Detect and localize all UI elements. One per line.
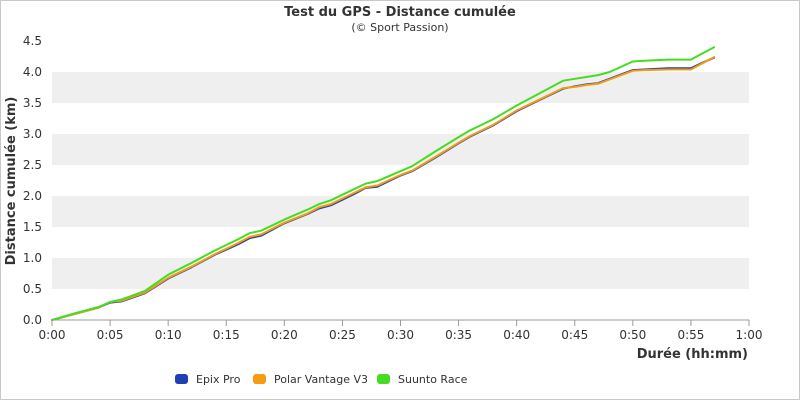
x-tick-label: 0:00 [39, 328, 66, 342]
x-tick-label: 0:25 [329, 328, 356, 342]
x-tick-label: 0:40 [503, 328, 530, 342]
y-tick-label: 0.0 [23, 313, 42, 327]
x-tick-label: 0:45 [561, 328, 588, 342]
x-tick-label: 0:20 [271, 328, 298, 342]
x-tick-label: 0:15 [213, 328, 240, 342]
legend-label: Epix Pro [196, 373, 241, 386]
legend-label: Polar Vantage V3 [274, 373, 368, 386]
x-tick-label: 1:00 [736, 328, 763, 342]
y-tick-label: 1.5 [23, 220, 42, 234]
chart-title: Test du GPS - Distance cumulée [284, 5, 516, 20]
y-axis-ticks: 0.0 0.5 1.0 1.5 2.0 2.5 3.0 3.5 4.0 4.5 [23, 34, 42, 327]
x-tick-label: 0:55 [677, 328, 704, 342]
x-tick-label: 0:10 [155, 328, 182, 342]
grid-band [52, 72, 749, 103]
y-tick-label: 3.0 [23, 127, 42, 141]
x-axis-title: Durée (hh:mm) [637, 347, 748, 362]
y-axis-title: Distance cumulée (km) [4, 97, 19, 266]
y-tick-label: 4.0 [23, 65, 42, 79]
x-tick-label: 0:35 [445, 328, 472, 342]
y-tick-label: 2.0 [23, 189, 42, 203]
grid-band [52, 134, 749, 165]
x-tick-label: 0:50 [619, 328, 646, 342]
series-lines [51, 46, 716, 321]
legend-swatch [253, 374, 266, 384]
grid-band [52, 258, 749, 289]
legend-swatch [175, 374, 188, 384]
y-tick-label: 3.5 [23, 96, 42, 110]
y-tick-label: 4.5 [23, 34, 42, 48]
legend-label: Suunto Race [398, 373, 468, 386]
y-tick-label: 0.5 [23, 282, 42, 296]
legend-swatch [377, 374, 390, 384]
chart-subtitle: (© Sport Passion) [351, 21, 448, 34]
series-line-polar-vantage-v3 [51, 56, 716, 321]
grid-band [52, 196, 749, 227]
y-tick-label: 2.5 [23, 158, 42, 172]
x-tick-label: 0:05 [97, 328, 124, 342]
grid-bands [52, 72, 749, 289]
x-tick-label: 0:30 [387, 328, 414, 342]
series-line-suunto-race [51, 46, 716, 321]
legend: Epix Pro Polar Vantage V3 Suunto Race [175, 373, 468, 386]
y-tick-label: 1.0 [23, 251, 42, 265]
x-axis-ticks: 0:00 0:05 0:10 0:15 0:20 0:25 0:30 0:35 0:40 0:45… [39, 320, 763, 342]
